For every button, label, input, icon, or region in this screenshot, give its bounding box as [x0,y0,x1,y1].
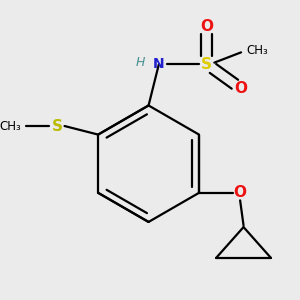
Text: O: O [200,19,213,34]
Text: O: O [234,185,247,200]
Text: H: H [136,56,145,69]
Text: S: S [201,57,212,72]
Text: S: S [52,118,62,134]
Text: O: O [235,81,248,96]
Text: CH₃: CH₃ [0,119,21,133]
Text: N: N [153,57,165,71]
Text: CH₃: CH₃ [246,44,268,57]
